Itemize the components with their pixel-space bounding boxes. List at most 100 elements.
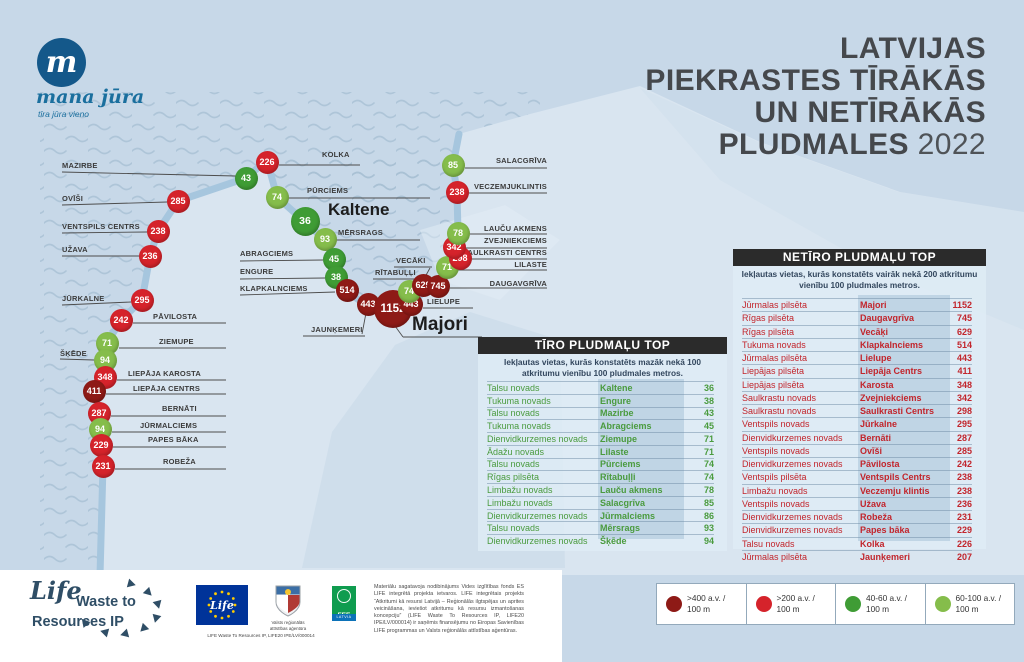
map-point-veczemju-klintis: 238 — [445, 180, 469, 204]
dirty-panel-title: NETĪRO PLUDMAĻU TOP — [733, 249, 986, 266]
vraa-caption: Valsts reģionālās attīstības aģentūra — [269, 620, 307, 631]
municipality-cell: Dienvidkurzemes novads — [742, 512, 843, 523]
value-cell: 93 — [703, 523, 714, 534]
municipality-cell: Jūrmalas pilsēta — [742, 300, 808, 311]
map-point-daugavgriva: 745 — [426, 274, 450, 298]
map-point-purciems: 74 — [265, 185, 289, 209]
life-waste-to-resources-logo: Life Waste to Resources IP — [26, 576, 196, 656]
beach-cell: Majori — [860, 300, 887, 311]
fee-latvia-band: LATVIA — [332, 614, 356, 621]
map-label-liepaja-karosta: LIEPĀJA KAROSTA — [128, 369, 202, 378]
table-row: Dienvidkurzemes novads Bernāti 287 — [742, 430, 972, 444]
map-point-jurkalne: 295 — [130, 288, 154, 312]
legend-dot-icon — [845, 596, 861, 612]
map-label-kolka: KOLKA — [322, 150, 350, 159]
municipality-cell: Jūrmalas pilsēta — [742, 551, 808, 562]
value-cell: 285 — [956, 445, 972, 456]
municipality-cell: Ventspils novads — [742, 445, 810, 456]
table-row: Limbažu novads Salacgrīva 85 — [487, 495, 714, 509]
beach-cell: Karosta — [860, 379, 894, 390]
municipality-cell: Dienvidkurzemes novads — [742, 459, 843, 470]
table-row: Rīgas pilsēta Daugavgrīva 745 — [742, 311, 972, 324]
beach-cell: Jaunķemeri — [860, 551, 911, 562]
beach-cell: Saulkrasti Centrs — [860, 406, 935, 417]
municipality-cell: Talsu novads — [742, 538, 795, 549]
municipality-cell: Limbažu novads — [487, 497, 553, 508]
map-label-jurkalne: JŪRKALNE — [62, 294, 105, 303]
value-cell: 207 — [956, 551, 972, 562]
table-row: Jūrmalas pilsēta Lielupe 443 — [742, 351, 972, 364]
beach-cell: Papes bāka — [860, 525, 910, 536]
legend-dot-icon — [666, 596, 682, 612]
value-cell: 1152 — [952, 300, 972, 311]
map-point-laucu-akmens: 78 — [446, 221, 470, 245]
municipality-cell: Talsu novads — [487, 408, 540, 419]
beach-cell: Zvejniekciems — [860, 392, 922, 403]
title-line-3: UN NETĪRĀKĀS — [754, 96, 986, 129]
beach-cell: Ventspils Centrs — [860, 472, 931, 483]
legend-label: >400 a.v. /100 m — [687, 593, 726, 614]
beach-cell: Bernāti — [860, 432, 892, 443]
table-row: Ādažu novads Lilaste 71 — [487, 444, 714, 458]
beach-cell: Veczemju klintis — [860, 485, 930, 496]
table-row: Saulkrastu novads Zvejniekciems 342 — [742, 390, 972, 404]
clean-table-rows: Talsu novads Kaltene 36 Tukuma novads Engure… — [487, 381, 714, 547]
map-point-ovisi: 285 — [166, 189, 190, 213]
waste-to-word: Waste to — [76, 594, 136, 610]
beach-cell: Robeža — [860, 512, 893, 523]
beach-cell: Pūrciems — [600, 459, 641, 470]
map-point-salacgriva: 85 — [441, 153, 465, 177]
municipality-cell: Ādažu novads — [487, 446, 545, 457]
legend-item: 40-60 a.v. /100 m — [835, 584, 925, 624]
dirty-panel-subtitle: Iekļautas vietas, kurās konstatēts vairā… — [741, 269, 978, 290]
table-row: Talsu novads Kaltene 36 — [487, 381, 714, 394]
value-cell: 45 — [703, 421, 714, 432]
title-line-4-bold: PLUDMALES — [718, 128, 909, 161]
table-row: Talsu novads Mērsrags 93 — [487, 521, 714, 534]
value-cell: 71 — [703, 446, 714, 457]
value-cell: 238 — [956, 485, 972, 496]
map-label-daugavgriva: DAUGAVGRĪVA — [489, 279, 547, 288]
map-label-lielupe: LIELUPE — [427, 297, 461, 306]
map-label-robeza: ROBEŽA — [163, 457, 196, 466]
beach-cell: Kaltene — [600, 382, 633, 393]
map-label-mersrags: MĒRSRAGS — [338, 228, 383, 237]
beach-cell: Lilaste — [600, 446, 629, 457]
value-cell: 295 — [956, 419, 972, 430]
legend-label: 40-60 a.v. /100 m — [866, 593, 907, 614]
map-point-kaltene: 36 — [290, 206, 320, 236]
municipality-cell: Ventspils novads — [742, 498, 810, 509]
clean-panel-subtitle: Iekļautas vietas, kurās konstatēts mazāk… — [504, 357, 701, 378]
beach-cell: Ziemupe — [600, 433, 638, 444]
clean-beaches-panel: TĪRO PLUDMAĻU TOP Iekļautas vietas, kurā… — [478, 337, 727, 551]
municipality-cell: Tukuma novads — [487, 421, 551, 432]
municipality-cell: Talsu novads — [487, 382, 540, 393]
value-cell: 348 — [956, 379, 972, 390]
legend-label: >200 a.v. /100 m — [776, 593, 815, 614]
dirty-beaches-panel: NETĪRO PLUDMAĻU TOP Iekļautas vietas, ku… — [733, 249, 986, 562]
mana-jura-logo: m — [37, 38, 86, 87]
beach-cell: Vecāķi — [860, 326, 889, 337]
table-row: Ventspils novads Užava 236 — [742, 496, 972, 510]
map-point-mazirbe: 43 — [234, 166, 258, 190]
map-label-klapkalnciems: KLAPKALNCIEMS — [240, 284, 308, 293]
brand-name: mana jūra — [36, 86, 145, 108]
value-cell: 229 — [956, 525, 972, 536]
municipality-cell: Tukuma novads — [742, 339, 806, 350]
legend-dot-icon — [755, 596, 772, 612]
municipality-cell: Rīgas pilsēta — [487, 472, 540, 483]
map-label-engure: ENGURE — [240, 267, 274, 276]
table-row: Dienvidkurzemes novads Papes bāka 229 — [742, 523, 972, 536]
value-cell: 238 — [956, 472, 972, 483]
value-cell: 231 — [956, 512, 972, 523]
value-cell: 242 — [956, 459, 972, 470]
table-row: Ventspils novads Jūrkalne 295 — [742, 417, 972, 430]
value-cell: 443 — [956, 353, 972, 364]
beach-cell: Pāvilosta — [860, 459, 900, 470]
municipality-cell: Ventspils pilsēta — [742, 472, 807, 483]
value-cell: 226 — [956, 538, 972, 549]
map-point-klapkalnciems: 514 — [335, 278, 359, 302]
table-row: Talsu novads Mazirbe 43 — [487, 406, 714, 420]
municipality-cell: Limbažu novads — [742, 485, 808, 496]
value-cell: 342 — [956, 392, 972, 403]
